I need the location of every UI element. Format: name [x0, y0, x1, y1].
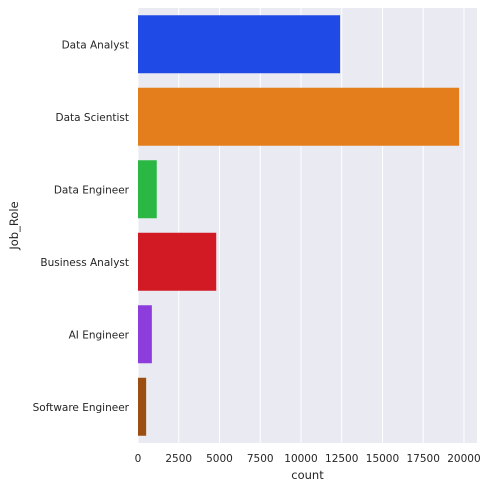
bar [138, 377, 147, 436]
y-tick-label: AI Engineer [69, 329, 130, 341]
bars [138, 15, 460, 436]
x-tick-label: 15000 [366, 453, 399, 465]
y-axis-label: Job_Role [7, 201, 21, 250]
y-tick-label: Business Analyst [40, 257, 129, 269]
x-axis-label: count [291, 468, 324, 482]
y-tick-label: Data Engineer [54, 184, 130, 196]
x-tick-label: 17500 [407, 453, 440, 465]
bar [138, 232, 217, 291]
x-tick-label: 0 [135, 453, 142, 465]
bar [138, 15, 341, 74]
y-tick-label: Software Engineer [33, 402, 130, 414]
y-tick-label: Data Scientist [56, 112, 130, 124]
x-tick-label: 5000 [206, 453, 233, 465]
bar [138, 160, 157, 219]
bar [138, 87, 460, 146]
y-tick-label: Data Analyst [62, 39, 129, 51]
plot-background [138, 8, 477, 443]
bar [138, 305, 152, 364]
grid-lines [137, 8, 465, 443]
x-tick-label: 10000 [284, 453, 317, 465]
y-tick-labels: Data Analyst Data Scientist Data Engineer B… [33, 39, 130, 414]
x-tick-label: 7500 [247, 453, 274, 465]
x-tick-label: 12500 [325, 453, 358, 465]
x-tick-label: 20000 [447, 453, 480, 465]
x-tick-label: 2500 [165, 453, 192, 465]
x-tick-labels: 0 2500 5000 7500 10000 12500 15000 17500 20000 [135, 453, 481, 465]
